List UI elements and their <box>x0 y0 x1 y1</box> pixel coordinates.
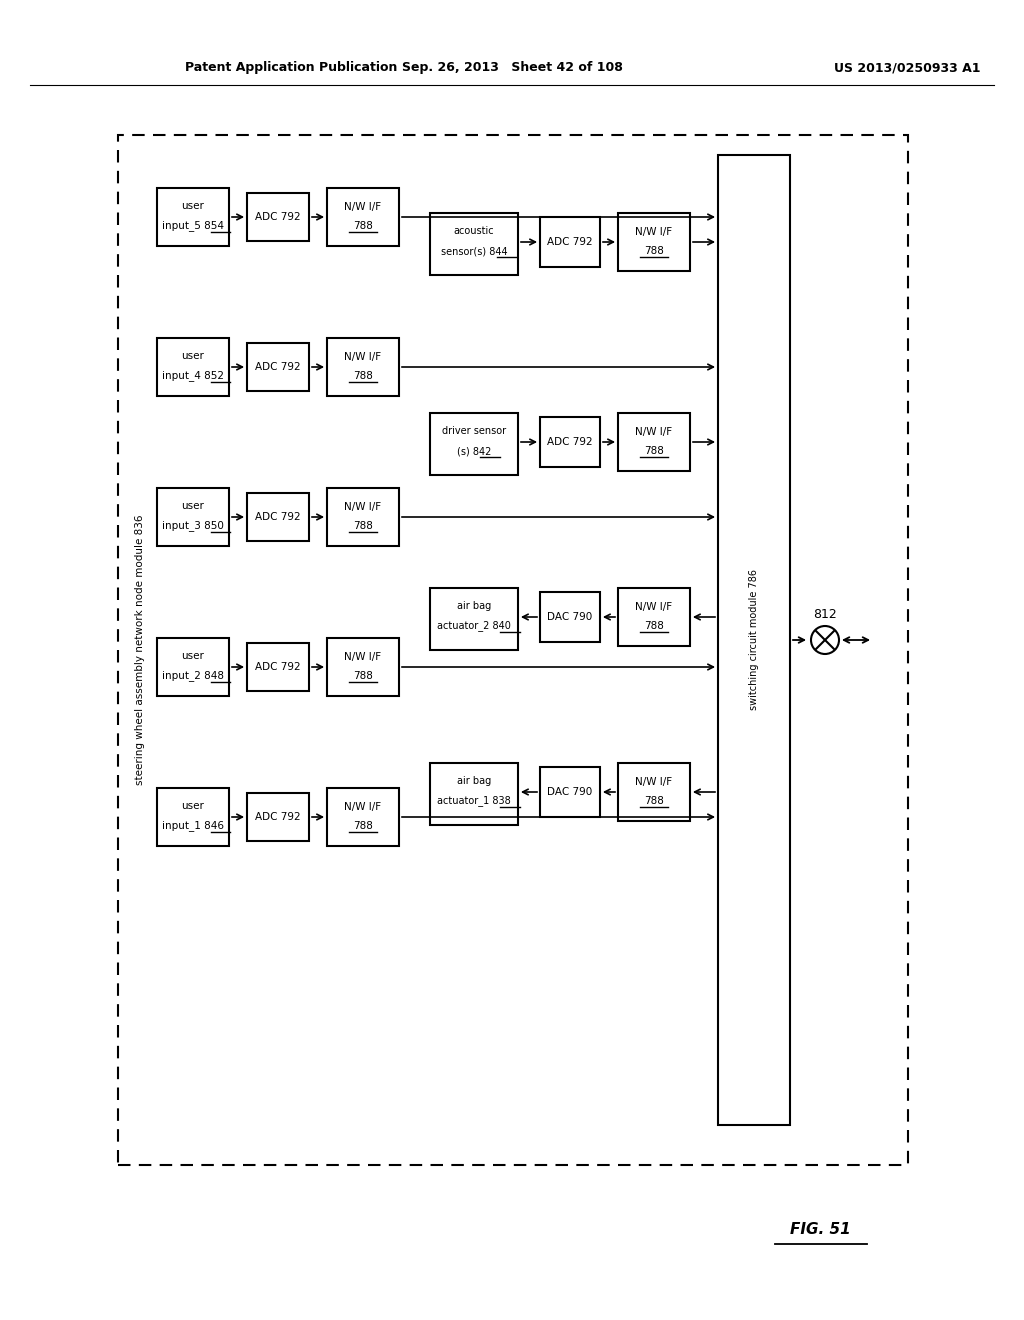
Text: switching circuit module 786: switching circuit module 786 <box>749 569 759 710</box>
Text: N/W I/F: N/W I/F <box>636 777 673 787</box>
Bar <box>430 587 518 649</box>
Bar <box>430 213 518 275</box>
Text: user: user <box>181 502 205 511</box>
Bar <box>157 788 229 846</box>
Text: FIG. 51: FIG. 51 <box>790 1222 850 1238</box>
Bar <box>618 213 690 271</box>
Bar <box>157 638 229 696</box>
Text: input_4 852: input_4 852 <box>162 371 224 381</box>
Bar <box>247 193 309 242</box>
Text: N/W I/F: N/W I/F <box>344 652 382 663</box>
Text: actuator_1 838: actuator_1 838 <box>437 796 511 807</box>
Bar <box>618 763 690 821</box>
Text: N/W I/F: N/W I/F <box>636 227 673 238</box>
Text: user: user <box>181 651 205 661</box>
Text: N/W I/F: N/W I/F <box>636 602 673 612</box>
Text: ADC 792: ADC 792 <box>255 213 301 222</box>
Text: user: user <box>181 201 205 211</box>
Bar <box>618 413 690 471</box>
Bar <box>430 413 518 475</box>
Text: 788: 788 <box>644 796 664 807</box>
Text: DAC 790: DAC 790 <box>548 787 593 797</box>
Text: 788: 788 <box>353 371 373 381</box>
Bar <box>718 154 790 1125</box>
Bar <box>540 767 600 817</box>
Bar <box>157 338 229 396</box>
Text: N/W I/F: N/W I/F <box>344 803 382 812</box>
Bar <box>327 338 399 396</box>
Text: (s) 842: (s) 842 <box>457 446 492 455</box>
Text: 812: 812 <box>813 609 837 622</box>
Text: ADC 792: ADC 792 <box>255 663 301 672</box>
Text: ADC 792: ADC 792 <box>547 437 593 447</box>
Text: steering wheel assembly network node module 836: steering wheel assembly network node mod… <box>135 515 145 785</box>
Text: input_5 854: input_5 854 <box>162 220 224 231</box>
Text: sensor(s) 844: sensor(s) 844 <box>440 246 507 256</box>
Text: air bag: air bag <box>457 601 492 611</box>
Bar <box>327 788 399 846</box>
Bar <box>327 638 399 696</box>
Text: 788: 788 <box>644 246 664 256</box>
Text: ADC 792: ADC 792 <box>547 238 593 247</box>
Text: N/W I/F: N/W I/F <box>344 352 382 362</box>
Bar <box>247 343 309 391</box>
Bar <box>327 488 399 546</box>
Text: Patent Application Publication: Patent Application Publication <box>185 62 397 74</box>
Bar <box>540 591 600 642</box>
Bar <box>247 793 309 841</box>
Text: 788: 788 <box>644 620 664 631</box>
Text: 788: 788 <box>353 671 373 681</box>
Text: ADC 792: ADC 792 <box>255 812 301 822</box>
Text: 788: 788 <box>353 521 373 531</box>
Text: 788: 788 <box>644 446 664 455</box>
Bar <box>327 187 399 246</box>
Text: driver sensor: driver sensor <box>442 426 506 436</box>
Bar <box>157 187 229 246</box>
Text: ADC 792: ADC 792 <box>255 362 301 372</box>
Text: actuator_2 840: actuator_2 840 <box>437 620 511 631</box>
Bar <box>430 763 518 825</box>
Bar <box>618 587 690 645</box>
Text: Sep. 26, 2013 Sheet 42 of 108: Sep. 26, 2013 Sheet 42 of 108 <box>401 62 623 74</box>
Text: N/W I/F: N/W I/F <box>344 502 382 512</box>
Text: air bag: air bag <box>457 776 492 785</box>
Text: input_2 848: input_2 848 <box>162 671 224 681</box>
Bar <box>157 488 229 546</box>
Text: acoustic: acoustic <box>454 226 495 236</box>
Text: N/W I/F: N/W I/F <box>344 202 382 213</box>
Text: 788: 788 <box>353 821 373 832</box>
Text: US 2013/0250933 A1: US 2013/0250933 A1 <box>834 62 980 74</box>
Bar <box>540 216 600 267</box>
Text: user: user <box>181 351 205 360</box>
Text: user: user <box>181 801 205 810</box>
Text: 788: 788 <box>353 220 373 231</box>
Bar <box>540 417 600 467</box>
Text: DAC 790: DAC 790 <box>548 612 593 622</box>
Bar <box>118 135 908 1166</box>
Text: input_1 846: input_1 846 <box>162 821 224 832</box>
Bar <box>247 643 309 690</box>
Bar <box>247 492 309 541</box>
Text: N/W I/F: N/W I/F <box>636 426 673 437</box>
Text: ADC 792: ADC 792 <box>255 512 301 521</box>
Text: input_3 850: input_3 850 <box>162 520 224 532</box>
